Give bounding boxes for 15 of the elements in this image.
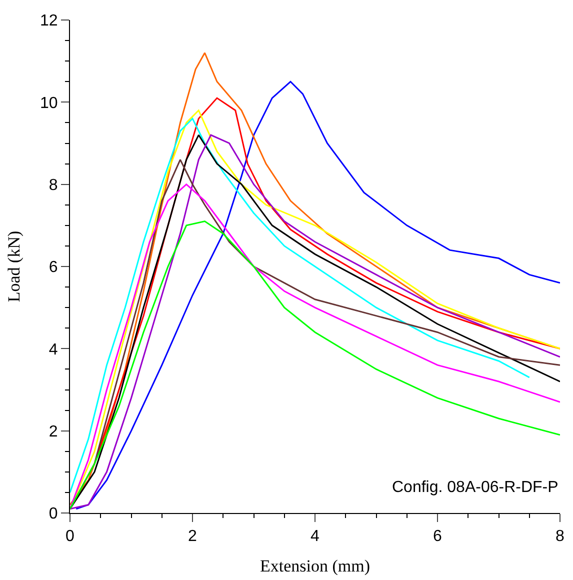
x-axis-title: Extension (mm) — [260, 556, 370, 576]
y-tick-label: 4 — [48, 341, 58, 358]
y-tick-label: 12 — [40, 12, 58, 30]
y-tick-label: 2 — [48, 423, 58, 440]
annotation: Config. 08A-06-R-DF-P — [392, 479, 558, 496]
y-tick-label: 0 — [48, 506, 58, 523]
x-tick-label: 6 — [433, 528, 442, 546]
y-tick-label: 10 — [40, 94, 58, 112]
y-tick-label: 8 — [48, 176, 58, 194]
y-tick-label: 6 — [48, 259, 58, 276]
x-tick-label: 2 — [188, 528, 198, 546]
x-tick-label: 8 — [556, 528, 565, 546]
x-tick-label: 0 — [66, 528, 75, 546]
x-tick-label: 4 — [310, 528, 320, 546]
y-axis-title: Load (kN) — [4, 230, 24, 302]
